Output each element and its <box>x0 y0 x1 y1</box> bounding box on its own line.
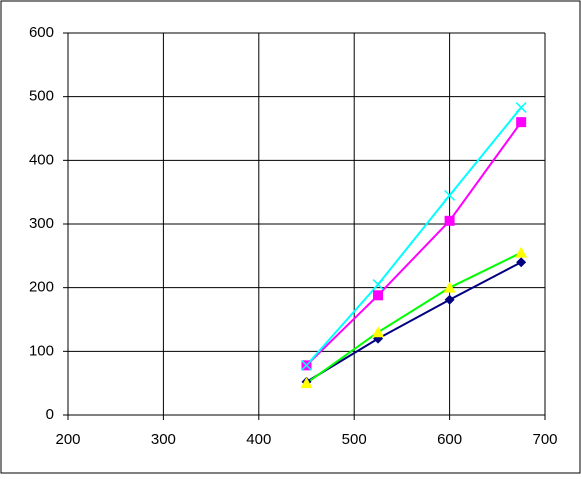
x-tick-label: 700 <box>532 431 557 448</box>
marker <box>444 294 455 305</box>
marker <box>443 281 456 293</box>
marker <box>516 257 527 268</box>
y-tick-label: 100 <box>29 342 54 359</box>
marker <box>300 359 313 371</box>
series-line <box>305 106 522 367</box>
y-tick-label: 200 <box>29 279 54 296</box>
x-tick-label: 500 <box>342 431 367 448</box>
y-tick-label: 600 <box>29 24 54 41</box>
x-tick-label: 600 <box>437 431 462 448</box>
series-line <box>305 251 522 384</box>
marker <box>373 290 384 301</box>
y-tick-label: 0 <box>46 406 54 423</box>
marker <box>444 189 456 201</box>
marker <box>444 215 455 226</box>
y-tick-label: 300 <box>29 215 54 232</box>
x-tick-label: 400 <box>246 431 271 448</box>
y-tick-label: 500 <box>29 88 54 105</box>
marker <box>300 377 313 389</box>
series-line <box>305 121 522 367</box>
marker <box>515 246 528 258</box>
x-tick-label: 200 <box>55 431 80 448</box>
x-tick-label: 300 <box>151 431 176 448</box>
marker <box>515 101 527 114</box>
marker <box>516 117 527 128</box>
marker <box>372 326 385 338</box>
marker <box>372 278 384 291</box>
y-tick-label: 400 <box>29 151 54 168</box>
series-line <box>305 261 522 383</box>
